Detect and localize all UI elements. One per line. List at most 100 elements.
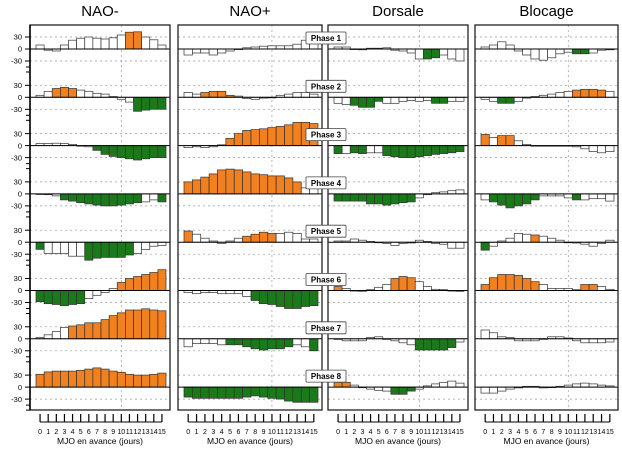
phase-row	[475, 233, 618, 251]
bar	[259, 231, 269, 243]
bar	[250, 386, 260, 397]
bar	[84, 368, 94, 388]
bar	[580, 284, 590, 291]
bar	[60, 241, 69, 254]
phase-row	[30, 367, 170, 388]
phase-row	[30, 193, 170, 207]
bar	[192, 233, 202, 243]
phase-row	[475, 274, 618, 291]
bar	[125, 309, 134, 340]
y-tick-label: -30	[11, 347, 22, 356]
bar	[84, 290, 94, 299]
bar	[455, 48, 465, 62]
x-tick-label: 0	[186, 429, 190, 436]
x-tick-label: 0	[38, 429, 42, 436]
bar	[192, 179, 202, 195]
bar	[108, 193, 118, 207]
bar	[92, 290, 102, 296]
bar	[76, 241, 86, 257]
bar	[488, 44, 498, 50]
bar	[447, 241, 457, 249]
bar	[366, 96, 375, 108]
bar	[242, 235, 252, 243]
bar	[423, 48, 432, 60]
phase-row	[475, 41, 618, 61]
bar	[439, 338, 449, 351]
bar	[406, 386, 416, 392]
bar	[414, 145, 424, 158]
bar	[597, 89, 607, 98]
x-tick-label: 3	[360, 429, 364, 436]
phase-label-box	[305, 224, 347, 238]
bar	[597, 338, 607, 344]
bar	[455, 145, 465, 152]
bar	[35, 241, 45, 250]
bar	[133, 276, 142, 291]
x-tick-label: 6	[87, 429, 91, 436]
bar	[513, 96, 523, 102]
bar	[51, 88, 61, 98]
bar	[423, 286, 432, 291]
y-tick-label: 30	[14, 129, 22, 138]
bar	[60, 193, 69, 201]
bar	[133, 193, 142, 204]
bar	[588, 193, 598, 200]
bar	[431, 338, 440, 351]
bar	[455, 382, 465, 388]
bar	[84, 241, 94, 261]
bar	[200, 48, 210, 54]
x-tick-label: 7	[245, 429, 249, 436]
x-tick-label: 13	[293, 429, 301, 436]
bar	[92, 145, 102, 151]
bar	[259, 386, 269, 398]
bar	[284, 177, 294, 195]
x-tick-label: 15	[158, 429, 166, 436]
phase-row	[30, 308, 170, 340]
panel-frame	[327, 24, 469, 411]
bar	[192, 48, 202, 54]
bar	[605, 193, 615, 202]
x-tick-label: 15	[310, 429, 318, 436]
bar	[349, 145, 359, 154]
bar	[497, 386, 507, 392]
bar	[125, 193, 134, 205]
phase-label-text: Phase 7	[311, 324, 342, 333]
phase-row	[328, 46, 468, 62]
bar	[225, 386, 235, 399]
bar	[60, 327, 69, 340]
bar	[522, 278, 532, 291]
phase-row	[30, 142, 170, 161]
y-tick-label: 30	[14, 81, 22, 90]
bar	[284, 124, 294, 146]
phase-label-text: Phase 3	[311, 131, 342, 140]
bar	[84, 322, 94, 340]
y-tick-label: 0	[18, 286, 22, 295]
phase-label: Phase 3	[305, 128, 347, 142]
bar	[275, 386, 285, 400]
bar	[250, 290, 260, 301]
bar	[333, 96, 343, 104]
bar	[530, 48, 540, 60]
bar	[157, 269, 167, 291]
phase-row	[328, 276, 468, 292]
bar	[208, 386, 218, 399]
bar	[309, 338, 319, 352]
x-tick-label: 5	[525, 429, 529, 436]
bar	[292, 290, 302, 309]
x-tick-label: 3	[62, 429, 66, 436]
bar	[366, 145, 375, 154]
phase-label-box	[305, 176, 347, 190]
bar	[447, 96, 457, 102]
x-tick-label: 11	[126, 429, 133, 436]
x-tick-label: 2	[54, 429, 58, 436]
bar	[488, 277, 498, 291]
x-tick-label: 13	[142, 429, 150, 436]
x-tick-label: 12	[285, 429, 293, 436]
bar	[588, 88, 598, 98]
y-tick-label: 30	[14, 274, 22, 283]
bar	[149, 39, 159, 50]
bar	[358, 193, 367, 202]
bar	[300, 338, 310, 348]
bar	[208, 338, 218, 344]
bar	[572, 193, 582, 201]
